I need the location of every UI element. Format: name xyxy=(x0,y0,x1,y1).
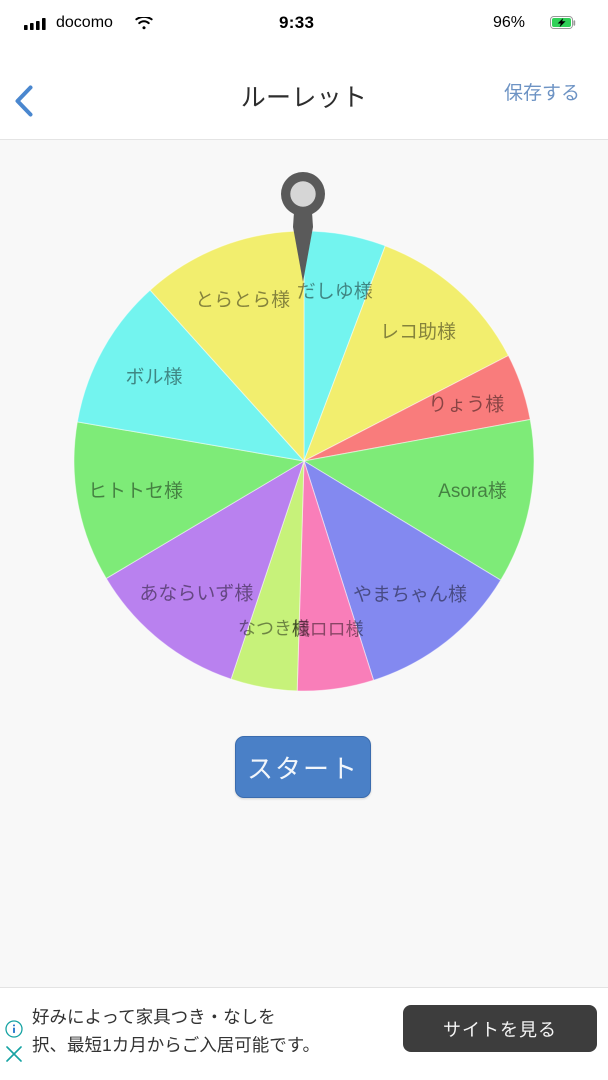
svg-text:あならいず様: あならいず様 xyxy=(139,582,253,604)
svg-text:Asora様: Asora様 xyxy=(438,480,507,502)
svg-text:りょう様: りょう様 xyxy=(428,394,504,416)
svg-text:なつき様: なつき様 xyxy=(238,618,310,638)
svg-text:やまちゃん様: やまちゃん様 xyxy=(353,584,467,606)
svg-text:レコ助様: レコ助様 xyxy=(380,321,456,343)
svg-text:とらとら様: とらとら様 xyxy=(195,289,290,311)
svg-text:ボル様: ボル様 xyxy=(125,366,182,388)
svg-text:だしゆ様: だしゆ様 xyxy=(297,280,373,302)
svg-text:ヒトトセ様: ヒトトセ様 xyxy=(88,480,183,502)
